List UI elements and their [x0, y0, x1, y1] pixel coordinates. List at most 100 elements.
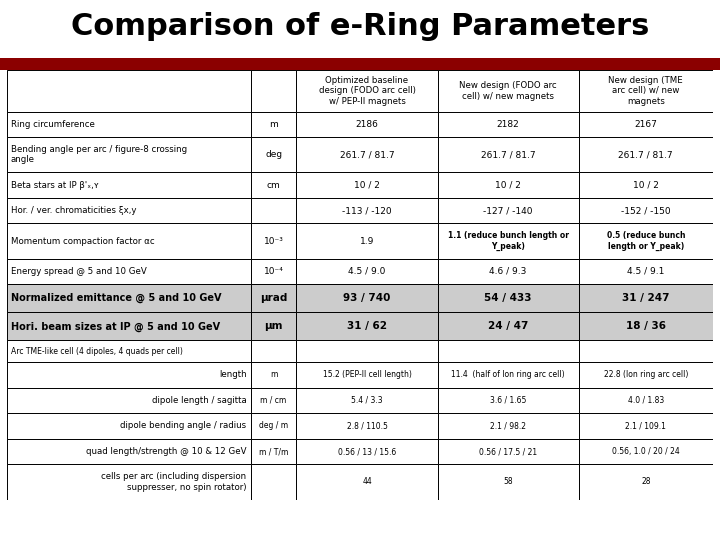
Bar: [7, 388, 251, 413]
Text: 10⁻⁴: 10⁻⁴: [264, 267, 284, 276]
Bar: [579, 388, 713, 413]
Bar: [251, 70, 297, 112]
Text: 10⁻³: 10⁻³: [264, 237, 284, 246]
Text: deg / m: deg / m: [259, 421, 288, 430]
Text: deg: deg: [265, 150, 282, 159]
Text: -152 / -150: -152 / -150: [621, 206, 670, 215]
Bar: [7, 340, 251, 362]
Bar: [7, 224, 251, 259]
Text: 31 / 247: 31 / 247: [622, 293, 670, 303]
Bar: [297, 259, 438, 284]
Bar: [251, 464, 297, 500]
Bar: [251, 312, 297, 340]
Text: m: m: [269, 120, 278, 129]
Bar: [251, 284, 297, 312]
Text: length: length: [219, 370, 246, 379]
Bar: [7, 137, 251, 172]
Text: Hori. beam sizes at IP @ 5 and 10 GeV: Hori. beam sizes at IP @ 5 and 10 GeV: [11, 321, 220, 332]
Bar: [7, 362, 251, 388]
Bar: [297, 284, 438, 312]
Bar: [438, 172, 579, 198]
Text: 15.2 (PEP-II cell length): 15.2 (PEP-II cell length): [323, 370, 412, 379]
Text: m: m: [270, 370, 277, 379]
Bar: [251, 172, 297, 198]
Text: Momentum compaction factor αc: Momentum compaction factor αc: [11, 237, 154, 246]
Bar: [438, 312, 579, 340]
Bar: [251, 362, 297, 388]
Bar: [7, 259, 251, 284]
Text: 31 / 62: 31 / 62: [347, 321, 387, 332]
Bar: [579, 112, 713, 137]
Bar: [579, 259, 713, 284]
Text: 261.7 / 81.7: 261.7 / 81.7: [618, 150, 673, 159]
Bar: [7, 413, 251, 439]
Bar: [579, 464, 713, 500]
Bar: [579, 137, 713, 172]
Text: μrad: μrad: [260, 293, 287, 303]
Bar: [579, 284, 713, 312]
Text: 44: 44: [362, 477, 372, 487]
Bar: [297, 172, 438, 198]
Text: dipole length / sagitta: dipole length / sagitta: [152, 396, 246, 405]
Bar: [438, 259, 579, 284]
Bar: [297, 198, 438, 224]
Bar: [579, 439, 713, 464]
Bar: [438, 439, 579, 464]
Text: Comparison of e-Ring Parameters: Comparison of e-Ring Parameters: [71, 12, 649, 41]
Text: 0.56 / 13 / 15.6: 0.56 / 13 / 15.6: [338, 447, 396, 456]
Text: 3.6 / 1.65: 3.6 / 1.65: [490, 396, 526, 405]
Bar: [7, 112, 251, 137]
Text: 22.8 (lon ring arc cell): 22.8 (lon ring arc cell): [603, 370, 688, 379]
Text: 2.1 / 109.1: 2.1 / 109.1: [626, 421, 666, 430]
Bar: [579, 172, 713, 198]
Text: Jefferson Lab: Jefferson Lab: [610, 513, 691, 526]
Bar: [579, 198, 713, 224]
Text: Hor. / ver. chromaticities ξx,y: Hor. / ver. chromaticities ξx,y: [11, 206, 136, 215]
Text: 11: 11: [352, 513, 368, 526]
Bar: [251, 413, 297, 439]
Text: 93 / 740: 93 / 740: [343, 293, 391, 303]
Bar: [438, 112, 579, 137]
Text: 2.1 / 98.2: 2.1 / 98.2: [490, 421, 526, 430]
Text: 4.6 / 9.3: 4.6 / 9.3: [490, 267, 527, 276]
Bar: [438, 388, 579, 413]
Bar: [438, 137, 579, 172]
Bar: [0, 58, 720, 70]
Text: μm: μm: [264, 321, 283, 332]
Text: 28: 28: [641, 477, 650, 487]
Bar: [579, 362, 713, 388]
Bar: [251, 224, 297, 259]
Text: 54 / 433: 54 / 433: [485, 293, 532, 303]
Bar: [7, 464, 251, 500]
Bar: [251, 259, 297, 284]
Bar: [7, 172, 251, 198]
Text: cm: cm: [266, 180, 280, 190]
Bar: [297, 112, 438, 137]
Text: 24 / 47: 24 / 47: [488, 321, 528, 332]
Text: 58: 58: [503, 477, 513, 487]
Text: 11.4  (half of lon ring arc cell): 11.4 (half of lon ring arc cell): [451, 370, 565, 379]
Text: 261.7 / 81.7: 261.7 / 81.7: [340, 150, 395, 159]
Text: m / cm: m / cm: [261, 396, 287, 405]
Bar: [7, 70, 251, 112]
Bar: [7, 198, 251, 224]
Bar: [7, 439, 251, 464]
Text: New design (TME
arc cell) w/ new
magnets: New design (TME arc cell) w/ new magnets: [608, 76, 683, 106]
Text: 2.8 / 110.5: 2.8 / 110.5: [346, 421, 387, 430]
Bar: [297, 224, 438, 259]
Text: 10 / 2: 10 / 2: [633, 180, 659, 190]
Text: 4.5 / 9.1: 4.5 / 9.1: [627, 267, 665, 276]
Text: Ring circumference: Ring circumference: [11, 120, 94, 129]
Bar: [438, 340, 579, 362]
Text: New design (FODO arc
cell) w/ new magnets: New design (FODO arc cell) w/ new magnet…: [459, 81, 557, 100]
Bar: [297, 362, 438, 388]
Bar: [251, 439, 297, 464]
Text: Optimized baseline
design (FODO arc cell)
w/ PEP-II magnets: Optimized baseline design (FODO arc cell…: [319, 76, 415, 106]
Text: 10 / 2: 10 / 2: [354, 180, 380, 190]
Text: m / T/m: m / T/m: [259, 447, 288, 456]
Bar: [579, 312, 713, 340]
Bar: [438, 70, 579, 112]
Text: 1.1 (reduce bunch length or
Y_peak): 1.1 (reduce bunch length or Y_peak): [448, 231, 569, 251]
Bar: [7, 312, 251, 340]
Bar: [251, 198, 297, 224]
